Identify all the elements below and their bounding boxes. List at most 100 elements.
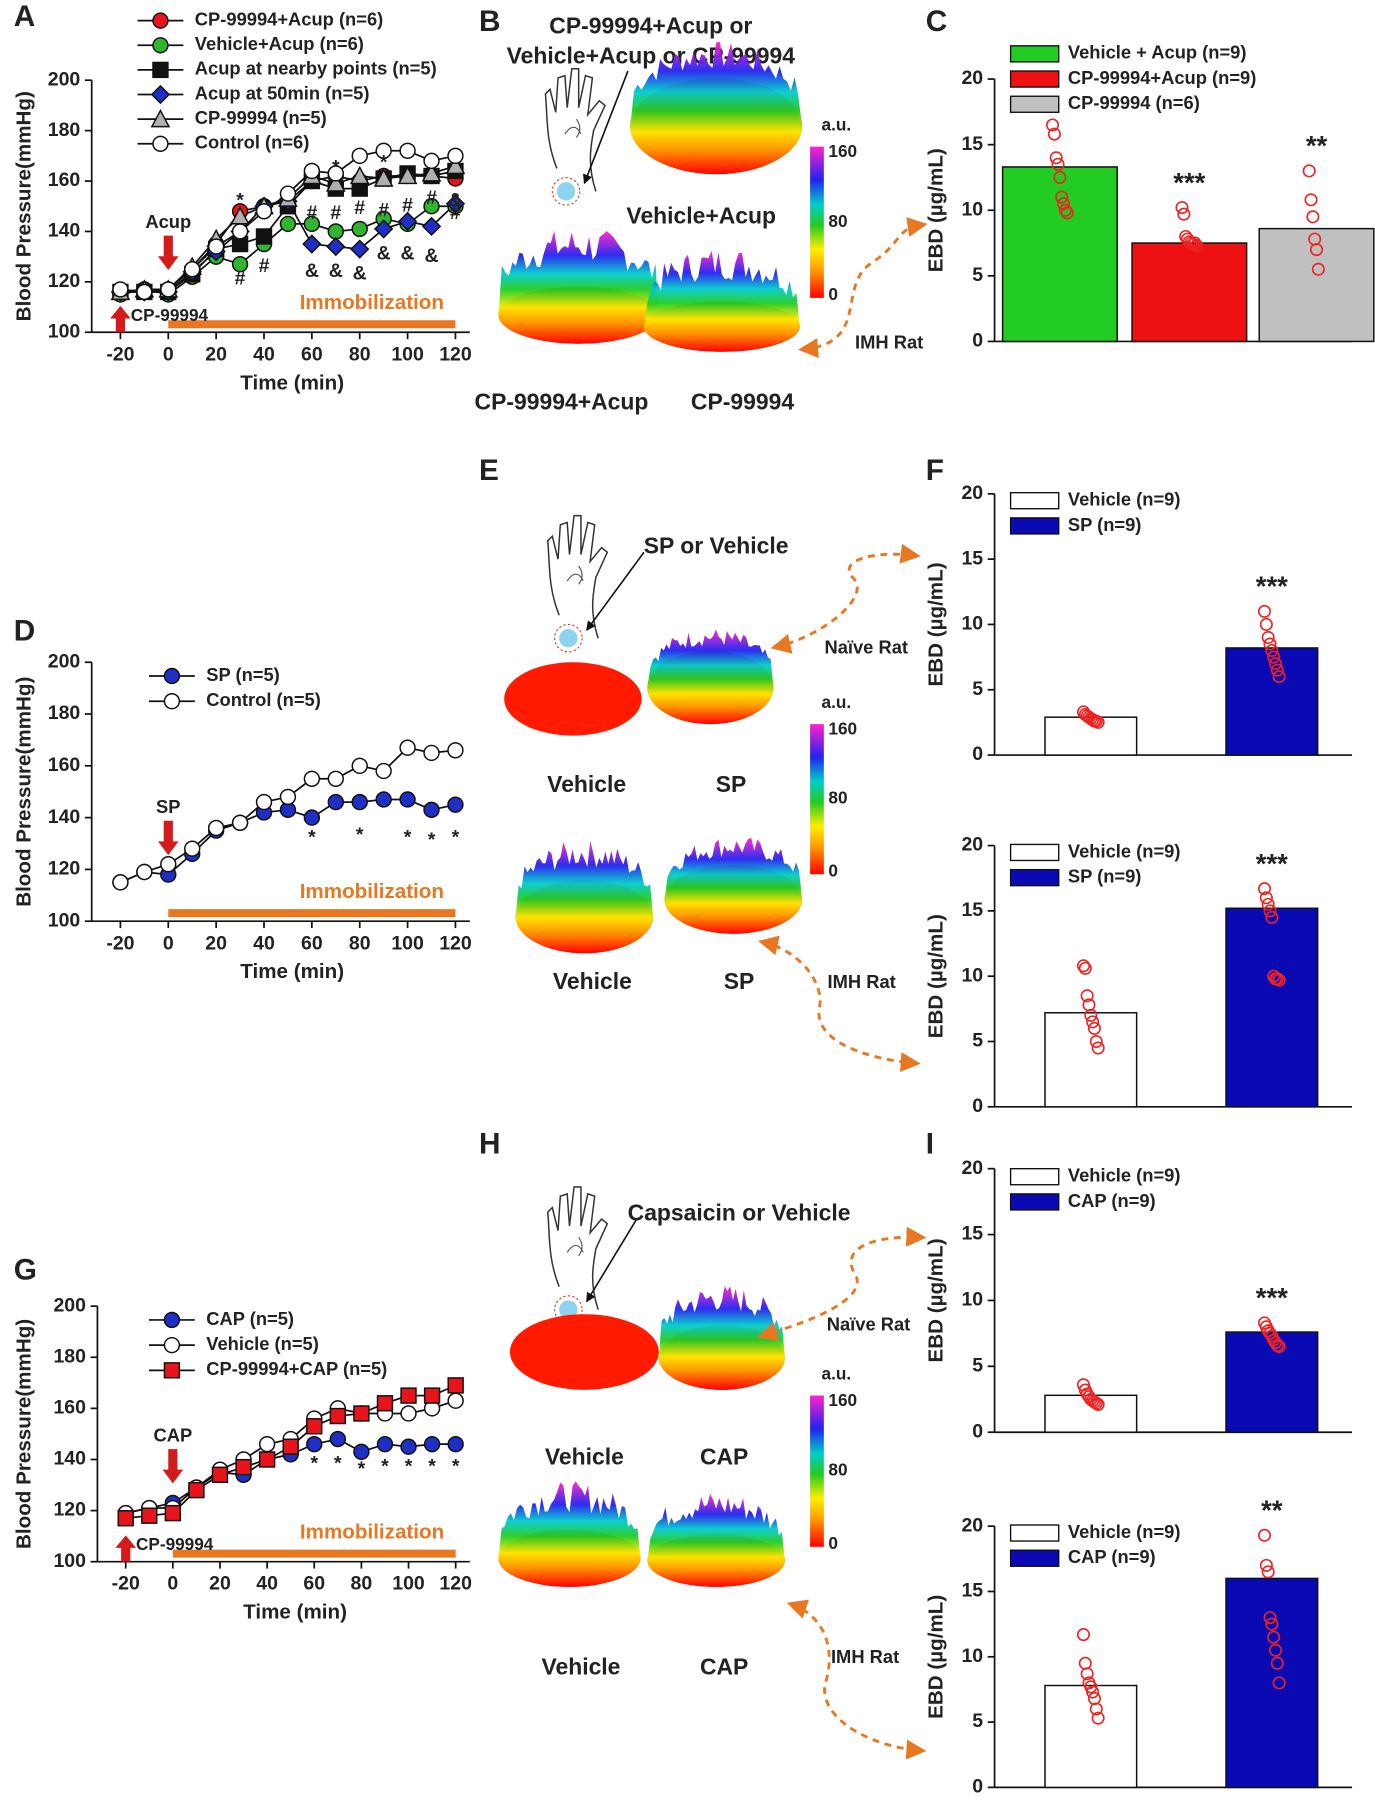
marker — [447, 1435, 464, 1453]
heatmap-surface — [664, 838, 803, 934]
marker — [303, 770, 321, 787]
marker — [306, 1418, 323, 1435]
marker — [375, 142, 392, 159]
significance-mark: * — [428, 829, 436, 851]
legend-marker — [152, 135, 169, 152]
x-tick-label: 100 — [391, 932, 424, 954]
marker — [399, 791, 416, 808]
significance-mark: * — [334, 1453, 342, 1475]
data-point — [1091, 1398, 1105, 1412]
bar — [1001, 166, 1118, 343]
marker — [258, 1435, 276, 1453]
legend-label: CP-99994 (n=6) — [1068, 92, 1200, 113]
data-point — [1267, 1630, 1281, 1644]
panel-letter: F — [926, 454, 944, 487]
legend-marker — [152, 61, 169, 79]
x-axis-label: Time (min) — [240, 371, 344, 394]
significance-mark: # — [378, 199, 389, 221]
significance-mark: & — [401, 242, 415, 264]
legend-label: SP (n=9) — [1068, 514, 1142, 535]
legend-marker — [163, 667, 181, 685]
marker — [112, 874, 129, 891]
marker — [375, 762, 392, 780]
x-tick-label: -20 — [112, 1573, 140, 1595]
legend-label: Acup at nearby points (n=5) — [195, 58, 437, 79]
significance-mark: # — [450, 202, 461, 224]
y-tick-label: 0 — [972, 330, 983, 352]
legend-swatch — [1009, 95, 1060, 113]
marker — [255, 203, 273, 220]
x-tick-label: -20 — [106, 343, 134, 365]
legend-label: Vehicle + Acup (n=9) — [1068, 42, 1247, 63]
marker — [255, 228, 273, 245]
acupoint-ring — [554, 1295, 583, 1324]
bar — [1225, 1577, 1319, 1789]
significance-mark: # — [426, 187, 437, 209]
data-point — [1261, 897, 1275, 911]
legend-label: CAP (n=9) — [1068, 1190, 1156, 1211]
marker — [447, 796, 464, 813]
marker — [421, 163, 442, 182]
y-tick-label: 5 — [972, 264, 983, 286]
dashed-arrow — [756, 1226, 927, 1342]
legend-swatch — [1009, 1167, 1060, 1186]
data-point — [1091, 1711, 1105, 1725]
treatment-label: Acup — [145, 211, 191, 232]
legend-label: CAP (n=9) — [1068, 1546, 1156, 1567]
y-tick-label: 15 — [961, 899, 983, 921]
x-tick-label: 120 — [439, 343, 472, 365]
marker — [325, 173, 346, 192]
data-point — [1259, 617, 1273, 631]
data-point — [1268, 1336, 1283, 1350]
significance-mark: # — [354, 197, 365, 219]
y-tick-label: 0 — [972, 1776, 983, 1798]
marker — [136, 283, 153, 301]
heatmap-surface — [658, 1286, 785, 1390]
marker — [375, 791, 392, 808]
treatment-arrow — [110, 305, 131, 333]
heatmap-label: CAP — [700, 1444, 748, 1470]
significance-mark: *** — [1256, 1282, 1288, 1313]
marker — [327, 223, 344, 240]
legend-label: Vehicle (n=5) — [206, 1333, 319, 1354]
legend-marker — [152, 37, 169, 54]
y-tick-label: 100 — [53, 1550, 86, 1572]
data-point — [1086, 1685, 1100, 1699]
treatment-label: CP-99994 — [136, 1534, 214, 1554]
data-point — [1087, 1395, 1102, 1409]
marker — [282, 1438, 299, 1455]
data-point — [1259, 1558, 1273, 1572]
y-tick-label: 120 — [48, 858, 81, 880]
y-tick-label: 0 — [972, 1095, 983, 1117]
data-point — [1257, 604, 1272, 618]
legend-label: Acup at 50min (n=5) — [195, 82, 370, 103]
significance-mark: * — [428, 1455, 436, 1477]
data-point — [1306, 210, 1320, 224]
data-point — [1089, 1702, 1103, 1716]
significance-mark: * — [310, 1453, 318, 1475]
heatmap-label: Vehicle — [553, 968, 632, 994]
marker — [421, 216, 442, 237]
x-tick-label: 40 — [253, 343, 275, 365]
y-tick-label: 10 — [961, 613, 983, 635]
data-point — [1080, 989, 1094, 1003]
panel-letter: E — [479, 454, 499, 487]
marker — [445, 155, 466, 175]
data-point — [1257, 882, 1272, 896]
legend-label: SP (n=5) — [206, 664, 280, 685]
colorbar-tick: 0 — [828, 284, 838, 304]
significance-mark: # — [330, 202, 341, 224]
heatmap-label: SP — [716, 771, 747, 797]
marker — [231, 814, 249, 831]
marker — [303, 809, 321, 826]
marker — [160, 281, 177, 298]
data-point — [1055, 190, 1069, 204]
y-tick-label: 160 — [48, 169, 81, 191]
bar — [1225, 647, 1319, 756]
significance-mark: * — [308, 826, 316, 848]
legend-label: Control (n=6) — [195, 132, 310, 153]
significance-mark: * — [452, 1455, 460, 1477]
marker — [136, 863, 153, 881]
x-tick-label: 20 — [209, 1573, 231, 1595]
marker — [306, 1435, 323, 1453]
